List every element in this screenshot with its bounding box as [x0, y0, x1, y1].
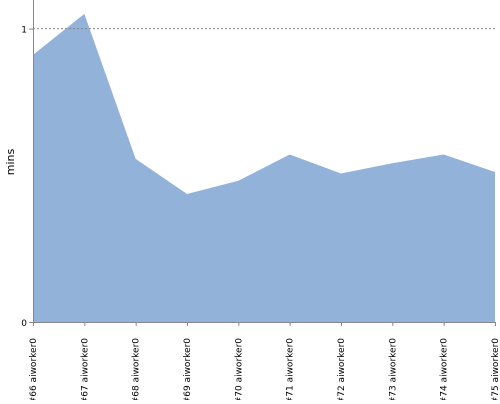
x-tick-label-1: #67 aiworker0 — [80, 338, 90, 400]
x-tick-label-7: #73 aiworker0 — [388, 338, 398, 400]
data-point-6 — [339, 171, 343, 175]
x-tick-label-5: #71 aiworker0 — [286, 338, 296, 400]
data-point-4 — [236, 179, 240, 183]
data-point-3 — [185, 192, 189, 196]
data-point-1 — [82, 12, 86, 16]
data-point-5 — [288, 152, 292, 156]
plot-area — [33, 12, 497, 322]
labels: mins 0 1 #66 aiworker0 #67 aiworker0 #68 aiw… — [4, 26, 500, 404]
x-tick-label-0: #66 aiworker0 — [29, 338, 39, 400]
x-tick-label-4: #70 aiworker0 — [234, 338, 244, 400]
x-tick-label-2: #68 aiworker0 — [132, 338, 142, 400]
x-tick-label-6: #72 aiworker0 — [337, 338, 347, 400]
x-tick-label-9: #75 aiworker0 — [491, 338, 500, 400]
y-tick-label-0: 0 — [21, 319, 27, 329]
data-point-8 — [442, 152, 446, 156]
data-point-9 — [493, 170, 497, 174]
y-tick-label-1: 1 — [21, 26, 27, 36]
y-axis-label: mins — [4, 148, 17, 175]
area-series-0 — [33, 13, 495, 322]
data-point-2 — [134, 157, 138, 161]
x-tick-label-8: #74 aiworker0 — [440, 338, 450, 400]
x-tick-label-3: #69 aiworker0 — [183, 338, 193, 400]
data-point-7 — [390, 161, 394, 165]
axes — [29, 0, 496, 326]
